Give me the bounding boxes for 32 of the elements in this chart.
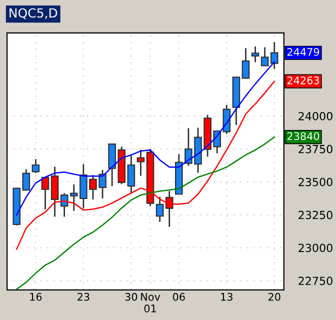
y-tick-label: 23250 bbox=[298, 210, 332, 220]
candlestick bbox=[222, 104, 231, 135]
candlestick bbox=[50, 166, 59, 218]
chart-title: NQC5,D bbox=[10, 8, 58, 20]
candlestick bbox=[136, 149, 145, 176]
candlestick bbox=[270, 41, 278, 70]
candlestick bbox=[41, 176, 50, 210]
x-tick-label: 13 bbox=[221, 292, 232, 301]
x-tick-label: 23 bbox=[78, 292, 90, 301]
x-tick-label: 30 bbox=[125, 292, 138, 301]
candlestick bbox=[32, 158, 40, 174]
candlestick bbox=[156, 196, 164, 222]
candlestick bbox=[242, 47, 250, 79]
y-tick-label: 22750 bbox=[298, 276, 332, 286]
line-series bbox=[16, 80, 275, 250]
candlestick bbox=[165, 190, 174, 228]
candlestick bbox=[127, 154, 136, 194]
x-tick-label: 20 bbox=[268, 292, 280, 301]
candlestick bbox=[22, 168, 30, 191]
text: 24479 bbox=[287, 48, 320, 56]
y-tick-label: 23500 bbox=[298, 178, 332, 186]
y-tick-label: 23000 bbox=[298, 244, 332, 252]
y-tick-label: 23750 bbox=[298, 144, 332, 154]
y-tick-label: 24000 bbox=[298, 112, 332, 120]
x-tick-label: 06 bbox=[172, 292, 185, 301]
x-tick-label: Nov 01 bbox=[141, 293, 160, 312]
candlestick bbox=[251, 46, 260, 63]
data-label: 24263 bbox=[287, 76, 319, 84]
candlestick bbox=[260, 46, 269, 66]
x-tick-label: 16 bbox=[30, 292, 42, 301]
data-label: 23840 bbox=[287, 132, 320, 140]
line-series bbox=[16, 136, 275, 290]
